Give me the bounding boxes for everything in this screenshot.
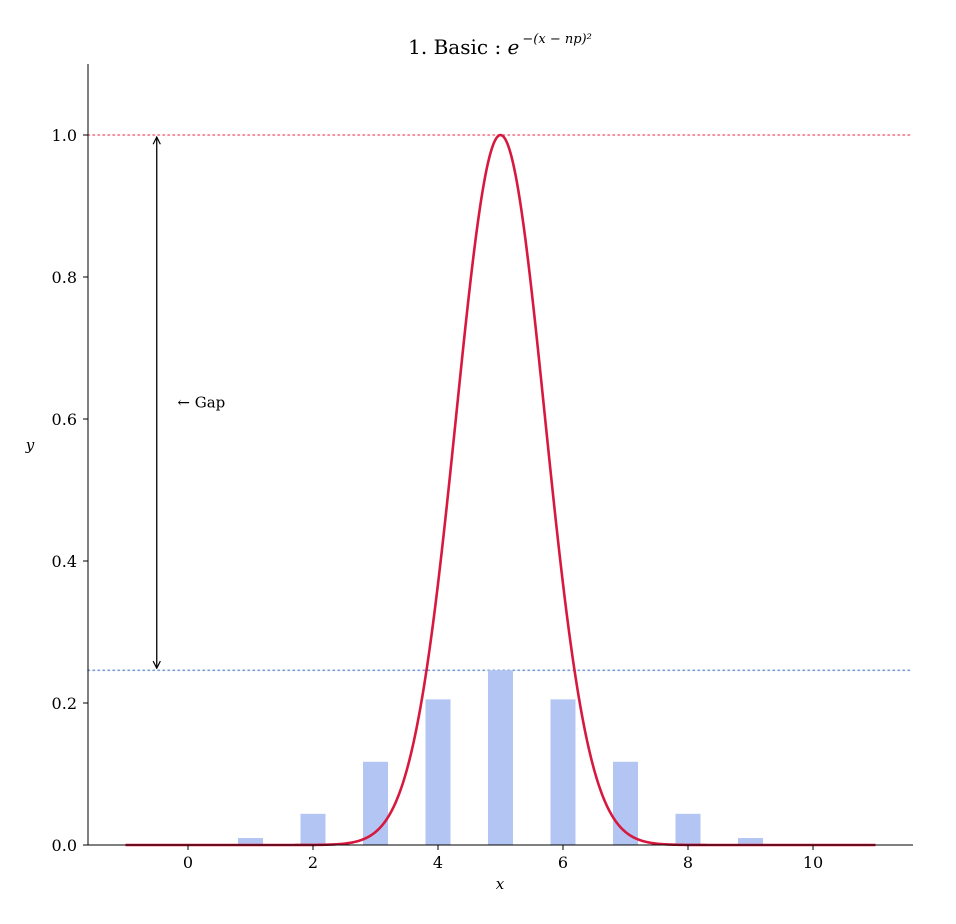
- x-tick-label-2: 2: [308, 853, 318, 872]
- y-tick-label-2: 0.4: [52, 552, 77, 571]
- title-exponent: −(x − np)²: [522, 32, 591, 47]
- x-tick-label-4: 4: [433, 853, 443, 872]
- x-tick-label-0: 0: [183, 853, 193, 872]
- y-tick-label-5: 1.0: [52, 126, 77, 145]
- y-tick-label-0: 0.0: [52, 836, 77, 855]
- bar-4: [425, 699, 451, 845]
- y-tick-label-4: 0.8: [52, 268, 77, 287]
- bar-8: [675, 813, 701, 845]
- y-tick-label-3: 0.6: [52, 410, 77, 429]
- x-ticks: 0 2 4 6 8 10: [183, 845, 823, 872]
- y-axis-label: y: [25, 436, 35, 454]
- title-prefix: 1. Basic :: [408, 35, 507, 59]
- chart-title: 1. Basic : e −(x − np)²: [408, 32, 592, 59]
- bar-1: [238, 838, 263, 845]
- bar-6: [550, 699, 576, 845]
- x-tick-label-6: 6: [558, 853, 568, 872]
- bar-5: [488, 670, 513, 845]
- y-ticks: 0.0 0.2 0.4 0.6 0.8 1.0: [52, 126, 88, 855]
- x-axis-label: x: [496, 875, 505, 893]
- bar-9: [738, 838, 763, 845]
- bars: [175, 670, 826, 845]
- title-base: e: [508, 35, 520, 59]
- gap-annotation-label: ← Gap: [177, 394, 225, 412]
- y-tick-label-1: 0.2: [52, 694, 77, 713]
- axes: [87, 64, 913, 846]
- annotations: ← Gap: [157, 137, 225, 668]
- x-tick-label-10: 10: [803, 853, 823, 872]
- x-tick-label-8: 8: [683, 853, 693, 872]
- bar-2: [300, 813, 326, 845]
